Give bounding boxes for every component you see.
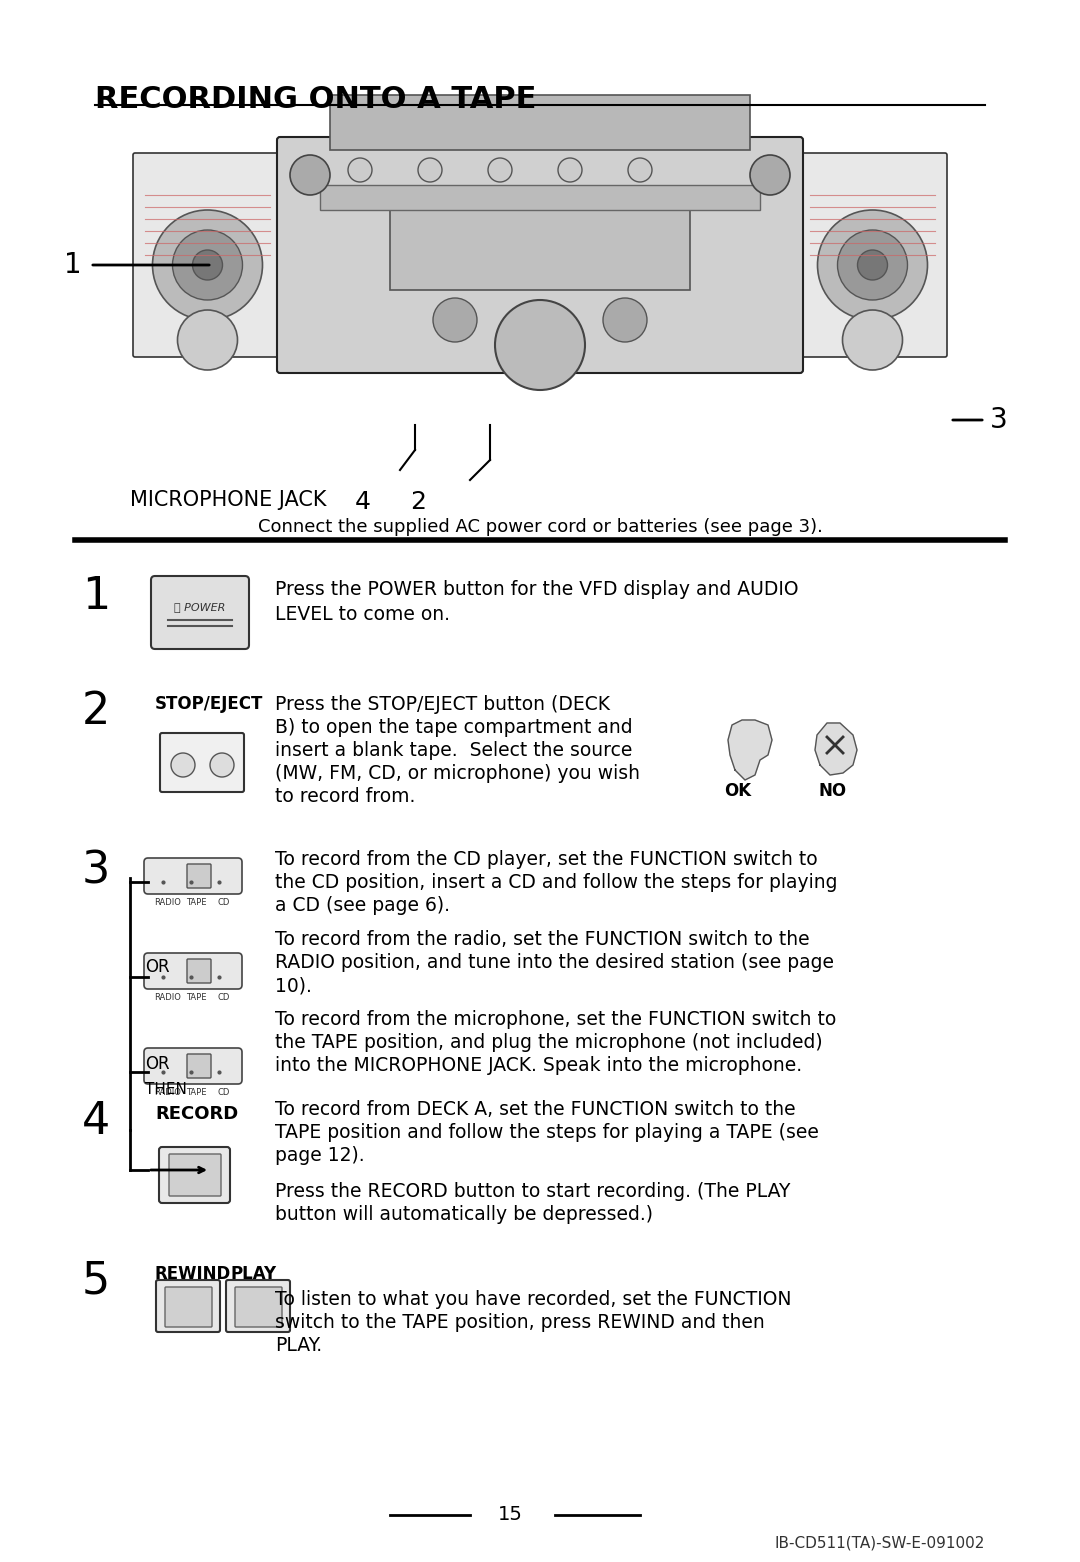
Text: CD: CD (218, 1089, 230, 1097)
Text: IB-CD511(TA)-SW-E-091002: IB-CD511(TA)-SW-E-091002 (774, 1535, 985, 1550)
Circle shape (750, 155, 789, 195)
Text: a CD (see page 6).: a CD (see page 6). (275, 897, 450, 915)
Text: Connect the supplied AC power cord or batteries (see page 3).: Connect the supplied AC power cord or ba… (257, 519, 823, 536)
FancyBboxPatch shape (330, 95, 750, 150)
Text: CD: CD (218, 898, 230, 908)
Text: OR: OR (145, 958, 170, 976)
Text: Press the RECORD button to start recording. (The PLAY: Press the RECORD button to start recordi… (275, 1182, 791, 1201)
Circle shape (291, 155, 330, 195)
FancyBboxPatch shape (156, 1279, 220, 1332)
Text: 4: 4 (355, 490, 372, 514)
FancyBboxPatch shape (276, 137, 804, 373)
Text: switch to the TAPE position, press REWIND and then: switch to the TAPE position, press REWIN… (275, 1314, 765, 1332)
Circle shape (842, 309, 903, 370)
Text: 3: 3 (990, 406, 1008, 434)
Text: 1: 1 (65, 251, 82, 280)
Text: OR: OR (145, 1054, 170, 1073)
Circle shape (210, 753, 234, 776)
FancyBboxPatch shape (144, 1048, 242, 1084)
Text: TAPE: TAPE (186, 1089, 206, 1097)
FancyBboxPatch shape (320, 184, 760, 209)
FancyBboxPatch shape (133, 153, 282, 358)
Text: (MW, FM, CD, or microphone) you wish: (MW, FM, CD, or microphone) you wish (275, 764, 640, 783)
Polygon shape (728, 720, 772, 779)
FancyBboxPatch shape (226, 1279, 291, 1332)
Text: THEN: THEN (145, 1082, 187, 1097)
Text: STOP/EJECT: STOP/EJECT (156, 695, 264, 712)
FancyBboxPatch shape (187, 959, 211, 982)
Text: 5: 5 (82, 1261, 110, 1303)
Text: To listen to what you have recorded, set the FUNCTION: To listen to what you have recorded, set… (275, 1290, 792, 1309)
Text: NO: NO (819, 783, 847, 800)
Circle shape (418, 158, 442, 183)
Circle shape (495, 300, 585, 390)
Text: RADIO position, and tune into the desired station (see page: RADIO position, and tune into the desire… (275, 953, 834, 972)
Text: To record from the microphone, set the FUNCTION switch to: To record from the microphone, set the F… (275, 1011, 836, 1029)
Text: 4: 4 (82, 1100, 110, 1143)
Text: TAPE: TAPE (186, 993, 206, 1001)
Text: button will automatically be depressed.): button will automatically be depressed.) (275, 1204, 653, 1225)
Circle shape (837, 230, 907, 300)
Circle shape (173, 230, 243, 300)
Text: the CD position, insert a CD and follow the steps for playing: the CD position, insert a CD and follow … (275, 873, 837, 892)
Text: OK: OK (725, 783, 752, 800)
FancyBboxPatch shape (187, 1054, 211, 1078)
Text: insert a blank tape.  Select the source: insert a blank tape. Select the source (275, 740, 633, 761)
Text: ⏻ POWER: ⏻ POWER (174, 601, 226, 612)
FancyBboxPatch shape (144, 858, 242, 893)
Circle shape (603, 298, 647, 342)
Text: 15: 15 (498, 1506, 523, 1525)
Polygon shape (815, 723, 858, 775)
Text: to record from.: to record from. (275, 787, 416, 806)
Circle shape (433, 298, 477, 342)
Text: B) to open the tape compartment and: B) to open the tape compartment and (275, 719, 633, 737)
Text: RECORDING ONTO A TAPE: RECORDING ONTO A TAPE (95, 84, 537, 114)
Text: To record from DECK A, set the FUNCTION switch to the: To record from DECK A, set the FUNCTION … (275, 1100, 796, 1118)
Text: REWIND: REWIND (156, 1265, 231, 1282)
Text: LEVEL to come on.: LEVEL to come on. (275, 604, 450, 623)
Text: the TAPE position, and plug the microphone (not included): the TAPE position, and plug the micropho… (275, 1032, 823, 1051)
Text: 2: 2 (82, 690, 110, 733)
FancyBboxPatch shape (165, 1287, 212, 1328)
Text: into the MICROPHONE JACK. Speak into the microphone.: into the MICROPHONE JACK. Speak into the… (275, 1056, 802, 1075)
Text: PLAY.: PLAY. (275, 1336, 322, 1354)
Text: To record from the CD player, set the FUNCTION switch to: To record from the CD player, set the FU… (275, 850, 818, 868)
FancyBboxPatch shape (159, 1147, 230, 1203)
Text: RECORD: RECORD (156, 1104, 239, 1123)
FancyBboxPatch shape (160, 733, 244, 792)
Text: RADIO: RADIO (154, 1089, 180, 1097)
Text: CD: CD (218, 993, 230, 1001)
Text: PLAY: PLAY (230, 1265, 276, 1282)
Text: Press the POWER button for the VFD display and AUDIO: Press the POWER button for the VFD displ… (275, 580, 798, 598)
FancyBboxPatch shape (187, 864, 211, 889)
Circle shape (627, 158, 652, 183)
Text: MICROPHONE JACK: MICROPHONE JACK (130, 490, 326, 511)
FancyBboxPatch shape (390, 191, 690, 291)
FancyBboxPatch shape (798, 153, 947, 358)
Text: 3: 3 (82, 850, 110, 893)
Text: To record from the radio, set the FUNCTION switch to the: To record from the radio, set the FUNCTI… (275, 929, 810, 950)
Text: 1: 1 (82, 575, 110, 619)
FancyBboxPatch shape (168, 1154, 221, 1196)
Text: RADIO: RADIO (154, 993, 180, 1001)
Text: TAPE: TAPE (186, 898, 206, 908)
Text: page 12).: page 12). (275, 1147, 365, 1165)
Text: RADIO: RADIO (154, 898, 180, 908)
Text: 2: 2 (410, 490, 426, 514)
Text: 10).: 10). (275, 976, 312, 995)
Circle shape (488, 158, 512, 183)
Circle shape (171, 753, 195, 776)
Circle shape (818, 209, 928, 320)
Circle shape (152, 209, 262, 320)
Circle shape (192, 250, 222, 280)
Circle shape (177, 309, 238, 370)
FancyBboxPatch shape (144, 953, 242, 989)
Circle shape (348, 158, 372, 183)
Circle shape (858, 250, 888, 280)
Text: TAPE position and follow the steps for playing a TAPE (see: TAPE position and follow the steps for p… (275, 1123, 819, 1142)
FancyBboxPatch shape (151, 576, 249, 648)
Text: Press the STOP/EJECT button (DECK: Press the STOP/EJECT button (DECK (275, 695, 610, 714)
Circle shape (558, 158, 582, 183)
FancyBboxPatch shape (235, 1287, 282, 1328)
